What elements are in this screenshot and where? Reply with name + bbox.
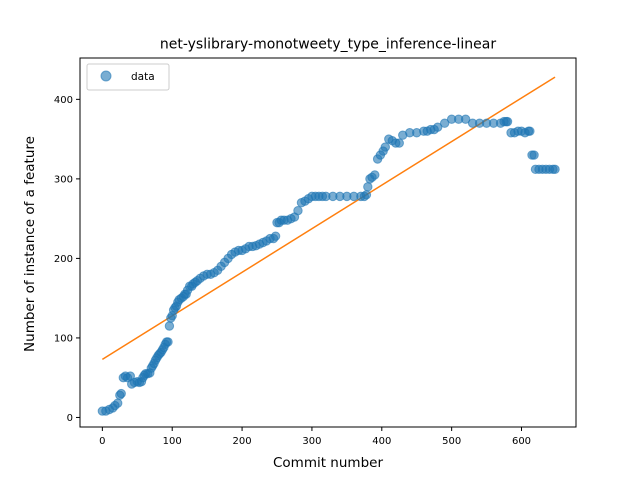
data-point bbox=[363, 182, 373, 192]
legend-label-data: data bbox=[131, 71, 155, 83]
data-points bbox=[97, 114, 560, 416]
y-tick-label: 300 bbox=[54, 174, 73, 185]
x-tick-label: 300 bbox=[302, 436, 321, 447]
x-axis-label: Commit number bbox=[273, 455, 383, 471]
data-point bbox=[460, 114, 471, 124]
plot-frame bbox=[79, 57, 577, 428]
x-tick-label: 100 bbox=[163, 436, 182, 447]
y-tick-label: 400 bbox=[54, 95, 73, 106]
y-axis: 0 100 200 300 400 bbox=[54, 95, 80, 424]
data-point bbox=[164, 321, 175, 331]
data-point bbox=[432, 122, 443, 132]
data-point bbox=[502, 116, 513, 127]
x-tick-label: 0 bbox=[99, 436, 105, 447]
data-point bbox=[439, 118, 450, 128]
data-point bbox=[525, 126, 535, 136]
y-tick-label: 100 bbox=[54, 333, 73, 344]
y-tick-label: 200 bbox=[54, 254, 73, 265]
legend: data bbox=[86, 63, 170, 91]
x-axis: 0 100 200 300 400 500 600 bbox=[99, 427, 531, 447]
data-point bbox=[394, 138, 404, 148]
data-point bbox=[113, 398, 123, 408]
legend-marker-data bbox=[100, 70, 112, 82]
data-point bbox=[361, 190, 372, 200]
y-axis-label: Number of instance of a feature bbox=[22, 136, 38, 352]
data-point bbox=[116, 388, 126, 399]
legend-box bbox=[86, 63, 170, 91]
data-point bbox=[270, 231, 281, 241]
x-tick-label: 200 bbox=[233, 436, 252, 447]
x-tick-label: 600 bbox=[512, 436, 531, 447]
data-point bbox=[163, 337, 173, 347]
data-point bbox=[370, 170, 380, 180]
data-point bbox=[529, 150, 539, 160]
x-tick-label: 400 bbox=[372, 436, 391, 447]
data-point bbox=[380, 142, 390, 152]
x-tick-label: 500 bbox=[442, 436, 461, 447]
data-point bbox=[293, 205, 303, 216]
chart-title: net-yslibrary-monotweety_type_inference-… bbox=[160, 37, 497, 53]
data-point bbox=[550, 164, 560, 175]
y-tick-label: 0 bbox=[67, 413, 73, 424]
